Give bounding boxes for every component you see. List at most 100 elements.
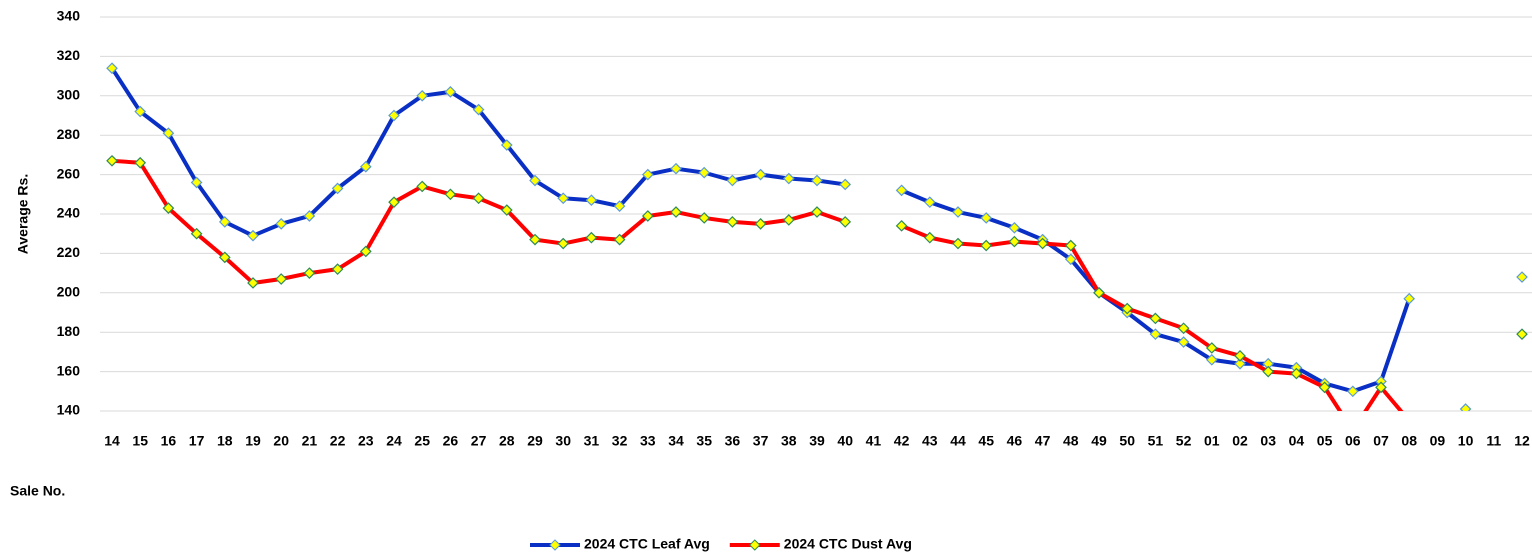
point-marker xyxy=(1064,253,1077,266)
x-tick-label: 50 xyxy=(1119,433,1135,449)
point-marker xyxy=(1064,239,1077,252)
x-tick-label: 04 xyxy=(1289,433,1305,449)
x-tick-label: 01 xyxy=(1204,433,1220,449)
point-marker xyxy=(726,174,739,187)
x-tick-label: 17 xyxy=(189,433,205,449)
point-marker xyxy=(1205,353,1218,366)
x-tick-label: 23 xyxy=(358,433,374,449)
point-marker xyxy=(134,156,147,169)
y-tick-label: 180 xyxy=(57,323,81,339)
point-marker xyxy=(698,212,711,224)
point-marker xyxy=(1008,221,1021,234)
x-tick-label: 02 xyxy=(1232,433,1248,449)
point-marker xyxy=(1234,357,1246,370)
point-marker xyxy=(754,168,767,181)
x-tick-label: 49 xyxy=(1091,433,1107,449)
point-marker xyxy=(190,227,203,240)
point-marker xyxy=(1346,385,1359,398)
point-marker xyxy=(162,202,175,214)
x-tick-label: 43 xyxy=(922,433,938,449)
point-marker xyxy=(1205,342,1218,354)
series-line xyxy=(112,68,1522,391)
point-marker xyxy=(613,233,626,246)
point-marker xyxy=(247,229,259,242)
x-tick-label: 31 xyxy=(584,433,600,449)
point-marker xyxy=(416,180,429,193)
x-tick-label: 19 xyxy=(245,433,261,449)
point-marker xyxy=(1093,286,1105,299)
x-tick-label: 24 xyxy=(386,433,402,449)
x-tick-label: 48 xyxy=(1063,433,1079,449)
x-tick-label: 27 xyxy=(471,433,487,449)
x-tick-label: 52 xyxy=(1176,433,1192,449)
point-marker xyxy=(1459,403,1472,411)
point-marker xyxy=(670,206,682,218)
point-marker xyxy=(895,219,908,232)
point-marker xyxy=(218,251,231,264)
point-marker xyxy=(1403,292,1416,305)
x-tick-label: 21 xyxy=(302,433,318,449)
point-marker xyxy=(1234,349,1246,362)
x-tick-label: 35 xyxy=(696,433,712,449)
point-marker xyxy=(557,192,570,205)
x-tick-label: 25 xyxy=(414,433,430,449)
x-tick-label: 15 xyxy=(132,433,148,449)
point-marker xyxy=(811,174,823,187)
legend-label: 2024 CTC Leaf Avg xyxy=(584,536,710,552)
point-marker xyxy=(218,216,231,228)
point-marker xyxy=(1036,237,1049,250)
x-tick-label: 28 xyxy=(499,433,515,449)
point-marker xyxy=(923,196,936,209)
point-marker xyxy=(923,231,936,244)
point-marker xyxy=(1375,381,1387,394)
x-tick-label: 40 xyxy=(837,433,853,449)
point-marker xyxy=(839,178,852,191)
x-tick-label: 09 xyxy=(1430,433,1446,449)
x-axis-label: Sale No. xyxy=(10,483,65,499)
y-tick-label: 260 xyxy=(57,165,81,181)
legend-label: 2024 CTC Dust Avg xyxy=(784,536,912,552)
point-marker xyxy=(641,210,654,222)
x-tick-label: 11 xyxy=(1486,433,1501,449)
legend-marker xyxy=(549,539,561,551)
point-marker xyxy=(1121,302,1134,315)
x-tick-label: 41 xyxy=(866,433,882,449)
y-tick-label: 320 xyxy=(57,47,81,63)
point-marker xyxy=(1516,271,1528,283)
x-tick-label: 06 xyxy=(1345,433,1361,449)
point-marker xyxy=(1262,365,1275,378)
y-tick-label: 140 xyxy=(57,402,81,418)
point-marker xyxy=(1149,312,1162,325)
point-marker xyxy=(359,160,372,173)
point-marker xyxy=(303,210,316,222)
x-tick-label: 10 xyxy=(1458,433,1474,449)
point-marker xyxy=(444,188,457,201)
x-tick-label: 29 xyxy=(527,433,543,449)
x-tick-label: 05 xyxy=(1317,433,1333,449)
point-marker xyxy=(529,233,541,246)
x-tick-label: 38 xyxy=(781,433,797,449)
point-marker xyxy=(641,168,654,181)
plot-area xyxy=(106,62,1528,426)
x-tick-label: 07 xyxy=(1373,433,1389,449)
point-marker xyxy=(500,204,513,216)
y-tick-label: 160 xyxy=(57,362,81,378)
point-marker xyxy=(1290,367,1303,380)
point-marker xyxy=(726,216,739,228)
point-marker xyxy=(698,166,711,179)
point-marker xyxy=(275,218,288,230)
point-marker xyxy=(754,218,767,230)
point-marker xyxy=(416,89,429,102)
point-marker xyxy=(839,216,852,228)
point-marker xyxy=(247,277,259,289)
point-marker xyxy=(952,206,964,218)
x-tick-label: 08 xyxy=(1401,433,1417,449)
x-tick-label: 26 xyxy=(443,433,459,449)
point-marker xyxy=(613,200,626,212)
point-marker xyxy=(388,109,400,122)
point-marker xyxy=(1404,416,1414,426)
point-marker xyxy=(1318,381,1331,394)
y-tick-label: 220 xyxy=(57,244,81,260)
x-tick-label: 12 xyxy=(1514,433,1530,449)
